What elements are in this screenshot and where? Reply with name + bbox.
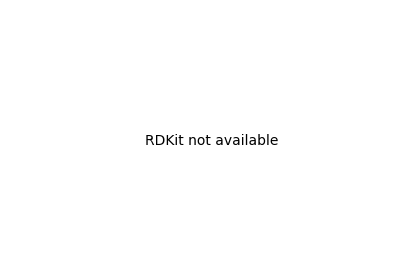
Text: RDKit not available: RDKit not available	[145, 134, 278, 148]
